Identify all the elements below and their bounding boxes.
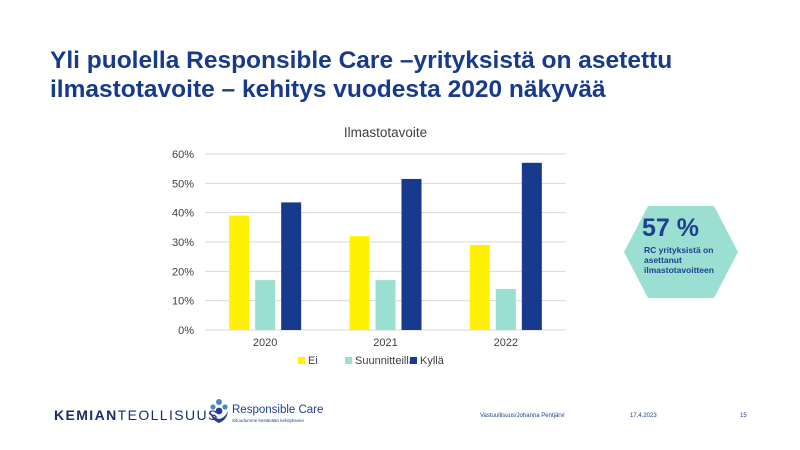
bar [255, 280, 276, 330]
bar [375, 280, 396, 330]
y-tick-label: 60% [172, 149, 194, 161]
x-tick-label: 2020 [253, 337, 277, 349]
rc-logo-name: Responsible Care [232, 404, 324, 416]
legend-swatch [298, 357, 305, 364]
bar [495, 288, 516, 330]
bar [469, 244, 490, 330]
bar [229, 215, 250, 330]
footer-date: 17.4.2023 [630, 413, 657, 419]
legend-swatch [345, 357, 352, 364]
chart-title: Ilmastotavoite [344, 125, 427, 140]
responsible-care-icon [210, 399, 228, 423]
slide-title-line-1: Yli puolella Responsible Care –yrityksis… [50, 47, 673, 74]
legend-label: Suunnitteilla [355, 355, 416, 367]
legend-label: Kyllä [420, 355, 445, 367]
y-tick-label: 0% [178, 325, 194, 337]
y-tick-label: 30% [172, 237, 194, 249]
y-tick-label: 50% [172, 178, 194, 190]
slide-title: Yli puolella Responsible Care –yrityksis… [50, 46, 750, 104]
legend-label: Ei [308, 355, 318, 367]
y-tick-label: 20% [172, 266, 194, 278]
x-tick-label: 2021 [373, 337, 397, 349]
kemianteollisuus-logo: KEMIANTEOLLISUUS [54, 407, 219, 423]
slide-title-line-2: ilmastotavoite – kehitys vuodesta 2020 n… [50, 76, 606, 103]
callout-text: RC yrityksistä on asettanut ilmastotavoi… [644, 245, 714, 275]
bar [349, 236, 370, 330]
rc-logo-tagline: Sitoudumme kestävään kehitykseen [232, 418, 305, 423]
logo-part-2: TEOLLISUUS [117, 407, 219, 423]
x-tick-label: 2022 [494, 337, 518, 349]
footer-author: Vastuullisuus/Johanna Pentjärvi [480, 413, 565, 419]
bar [521, 162, 542, 330]
callout-value: 57 % [642, 214, 699, 242]
y-tick-label: 40% [172, 208, 194, 220]
bar [281, 202, 302, 330]
callout-hexagon [624, 206, 738, 298]
bar [401, 178, 422, 330]
legend-swatch [410, 357, 417, 364]
footer-page-number: 15 [740, 413, 747, 419]
y-tick-label: 10% [172, 296, 194, 308]
logo-part-1: KEMIAN [54, 407, 118, 423]
